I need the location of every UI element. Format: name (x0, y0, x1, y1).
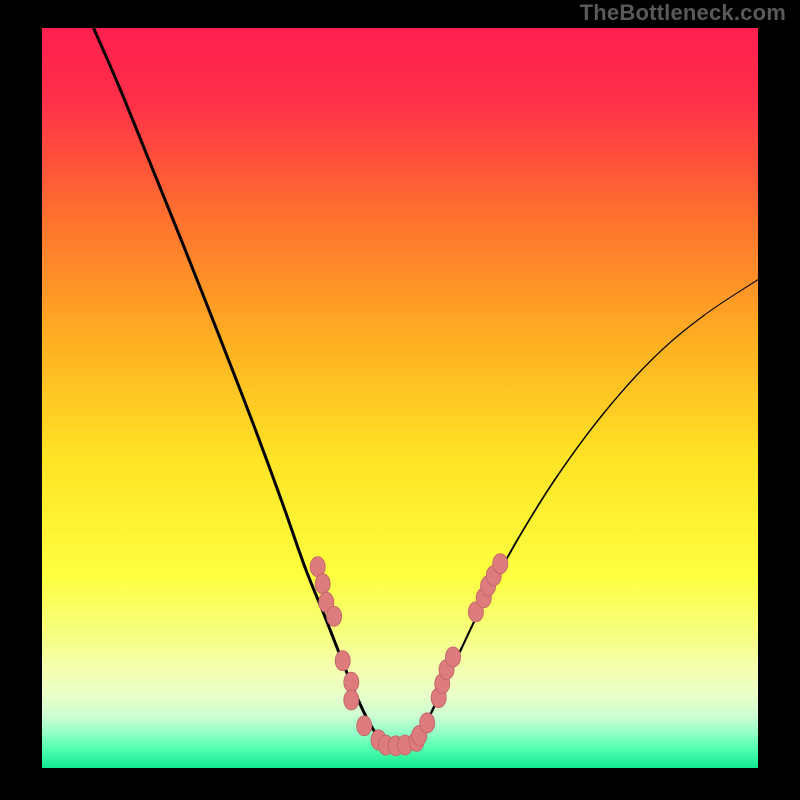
curve-right-seg (558, 413, 605, 476)
watermark-text: TheBottleneck.com (580, 0, 786, 26)
marker-left (344, 690, 359, 710)
marker-right (445, 647, 460, 667)
marker-left (327, 606, 342, 626)
marker-left (335, 651, 350, 671)
marker-left (344, 672, 359, 692)
curve-right-seg (654, 315, 704, 357)
curve-right-seg (518, 476, 557, 539)
marker-right (493, 554, 508, 574)
marker-right (420, 713, 435, 733)
chart-overlay-svg (42, 28, 758, 768)
marker-left (357, 716, 372, 736)
plot-area (42, 28, 758, 768)
curve-right-seg (604, 357, 654, 413)
curve-left (94, 28, 389, 744)
chart-canvas: TheBottleneck.com (0, 0, 800, 800)
marker-left (315, 574, 330, 594)
curve-right-seg (704, 280, 758, 316)
